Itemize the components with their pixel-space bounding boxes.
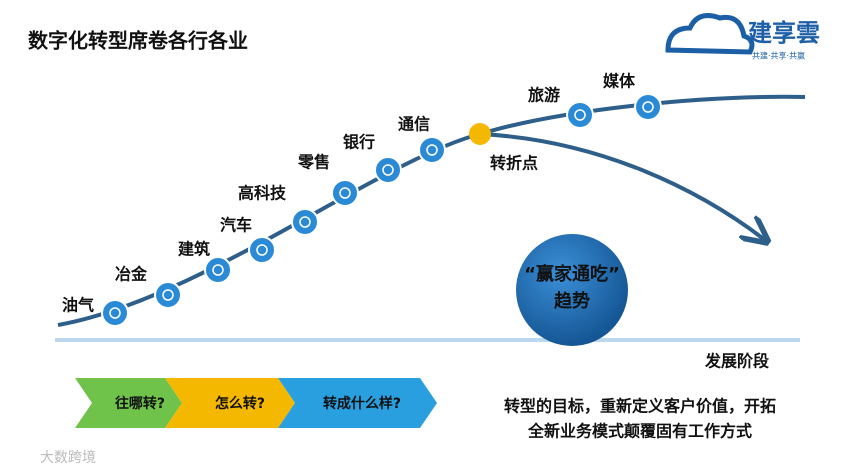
industry-label: 油气 — [62, 296, 94, 315]
industry-label: 通信 — [398, 115, 430, 134]
trend-circle — [516, 234, 628, 346]
industry-icon-inner — [642, 101, 654, 113]
industry-icon — [331, 179, 359, 207]
industry-label: 汽车 — [220, 216, 252, 235]
industry-label: 零售 — [297, 153, 330, 172]
title: 数字化转型席卷各行各业 — [28, 29, 248, 53]
trend-text: 趋势 — [554, 290, 590, 312]
industry-icon-inner — [382, 164, 394, 176]
trend-text: “赢家通吃” — [524, 263, 620, 285]
step-arrow — [165, 378, 295, 428]
industry-icon-inner — [339, 187, 351, 199]
industry-icon — [374, 156, 402, 184]
logo: 建享雲 共建·共享·共赢 — [665, 13, 820, 61]
industry-icon-inner — [256, 244, 268, 256]
industry-icon — [204, 256, 232, 284]
watermark: 大数跨境 — [40, 450, 96, 466]
industry-icon-inner — [109, 307, 121, 319]
industry-icon — [154, 281, 182, 309]
axis-label: 发展阶段 — [704, 352, 770, 371]
step-text: 往哪转? — [115, 395, 165, 412]
industry-icon-inner — [299, 216, 311, 228]
industry-icon-inner — [574, 109, 586, 121]
logo-slogan: 共建·共享·共赢 — [752, 51, 805, 61]
step-arrow — [278, 378, 437, 428]
industry-icon — [634, 93, 662, 121]
industry-label: 建筑 — [178, 240, 210, 259]
industry-icon-inner — [426, 144, 438, 156]
step-text: 转成什么样? — [323, 395, 401, 412]
industry-icon — [566, 101, 594, 129]
turning-point — [469, 123, 491, 145]
industry-label: 旅游 — [528, 86, 560, 105]
summary: 全新业务模式颠覆固有工作方式 — [527, 422, 752, 441]
industry-icon — [248, 236, 276, 264]
summary: 转型的目标，重新定义客户价值，开拓 — [504, 397, 776, 416]
industry-icon — [101, 299, 129, 327]
industry-label: 媒体 — [603, 72, 636, 91]
industry-label: 冶金 — [115, 265, 148, 284]
industry-icon-inner — [212, 264, 224, 276]
step-arrow — [75, 378, 182, 428]
industry-icon — [418, 136, 446, 164]
logo-name: 建享雲 — [748, 19, 820, 47]
industry-label: 高科技 — [238, 184, 287, 203]
turning-label: 转折点 — [490, 154, 538, 173]
industry-label: 银行 — [343, 133, 375, 152]
step-text: 怎么转? — [215, 395, 265, 412]
decline-curve — [479, 132, 765, 240]
industry-icon — [291, 208, 319, 236]
industry-icon-inner — [162, 289, 174, 301]
